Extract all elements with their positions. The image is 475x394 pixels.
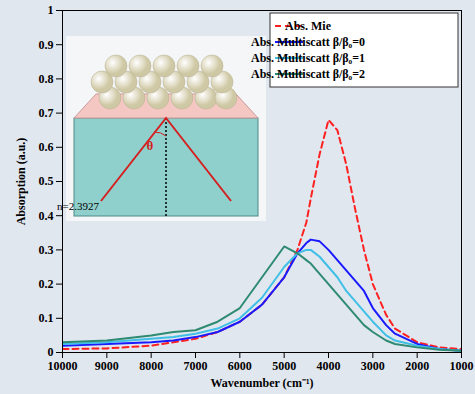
svg-text:0.1: 0.1 [39,311,54,325]
svg-text:2000: 2000 [405,359,429,373]
svg-text:Abs. Multiscatt β/β₀=0: Abs. Multiscatt β/β₀=0 [251,35,365,49]
svg-text:7000: 7000 [184,359,208,373]
svg-text:0.7: 0.7 [39,106,54,120]
svg-text:0.3: 0.3 [39,243,54,257]
svg-text:Abs. Mie: Abs. Mie [285,19,332,33]
svg-text:8000: 8000 [139,359,163,373]
svg-text:4000: 4000 [317,359,341,373]
svg-text:Absorption (a.u.): Absorption (a.u.) [14,138,28,226]
svg-text:3000: 3000 [361,359,385,373]
svg-text:9000: 9000 [95,359,119,373]
svg-text:0.2: 0.2 [39,277,54,291]
svg-text:0.8: 0.8 [39,72,54,86]
svg-text:Abs. Multiscatt β/β₀=1: Abs. Multiscatt β/β₀=1 [251,51,365,65]
svg-text:Wavenumber (cm⁻¹): Wavenumber (cm⁻¹) [210,376,313,390]
svg-text:n=2.3927: n=2.3927 [57,200,99,212]
svg-text:0.5: 0.5 [39,174,54,188]
svg-text:0: 0 [48,345,54,359]
svg-text:0.4: 0.4 [39,209,54,223]
svg-text:Abs. Multiscatt β/β₀=2: Abs. Multiscatt β/β₀=2 [251,67,365,81]
svg-text:1: 1 [48,3,54,17]
svg-text:1000: 1000 [450,359,474,373]
svg-text:0.9: 0.9 [39,38,54,52]
svg-text:5000: 5000 [272,359,296,373]
svg-text:10000: 10000 [48,359,78,373]
svg-text:0.6: 0.6 [39,140,54,154]
svg-text:6000: 6000 [228,359,252,373]
svg-text:θ: θ [147,138,154,153]
